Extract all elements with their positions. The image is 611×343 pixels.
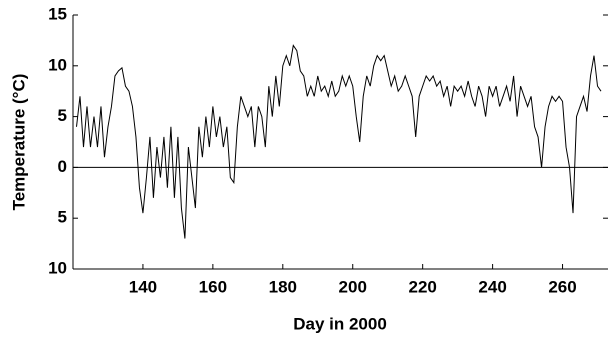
x-tick-label: 240 (478, 277, 506, 296)
y-tick-label: 10 (48, 55, 67, 74)
x-axis-label: Day in 2000 (293, 314, 387, 333)
y-axis-label: Temperature (°C) (9, 74, 28, 211)
x-tick-label: 160 (199, 277, 227, 296)
y-tick-label: 5 (58, 208, 67, 227)
y-tick-label: 5 (58, 106, 67, 125)
data-line (76, 44, 602, 239)
x-tick-label: 180 (269, 277, 297, 296)
y-tick-label: 10 (48, 258, 67, 277)
y-tick-label: 15 (48, 4, 67, 23)
x-tick-label: 260 (548, 277, 576, 296)
x-tick-label: 200 (339, 277, 367, 296)
x-tick-label: 220 (408, 277, 436, 296)
x-tick-label: 140 (129, 277, 157, 296)
y-tick-label: 0 (58, 157, 67, 176)
